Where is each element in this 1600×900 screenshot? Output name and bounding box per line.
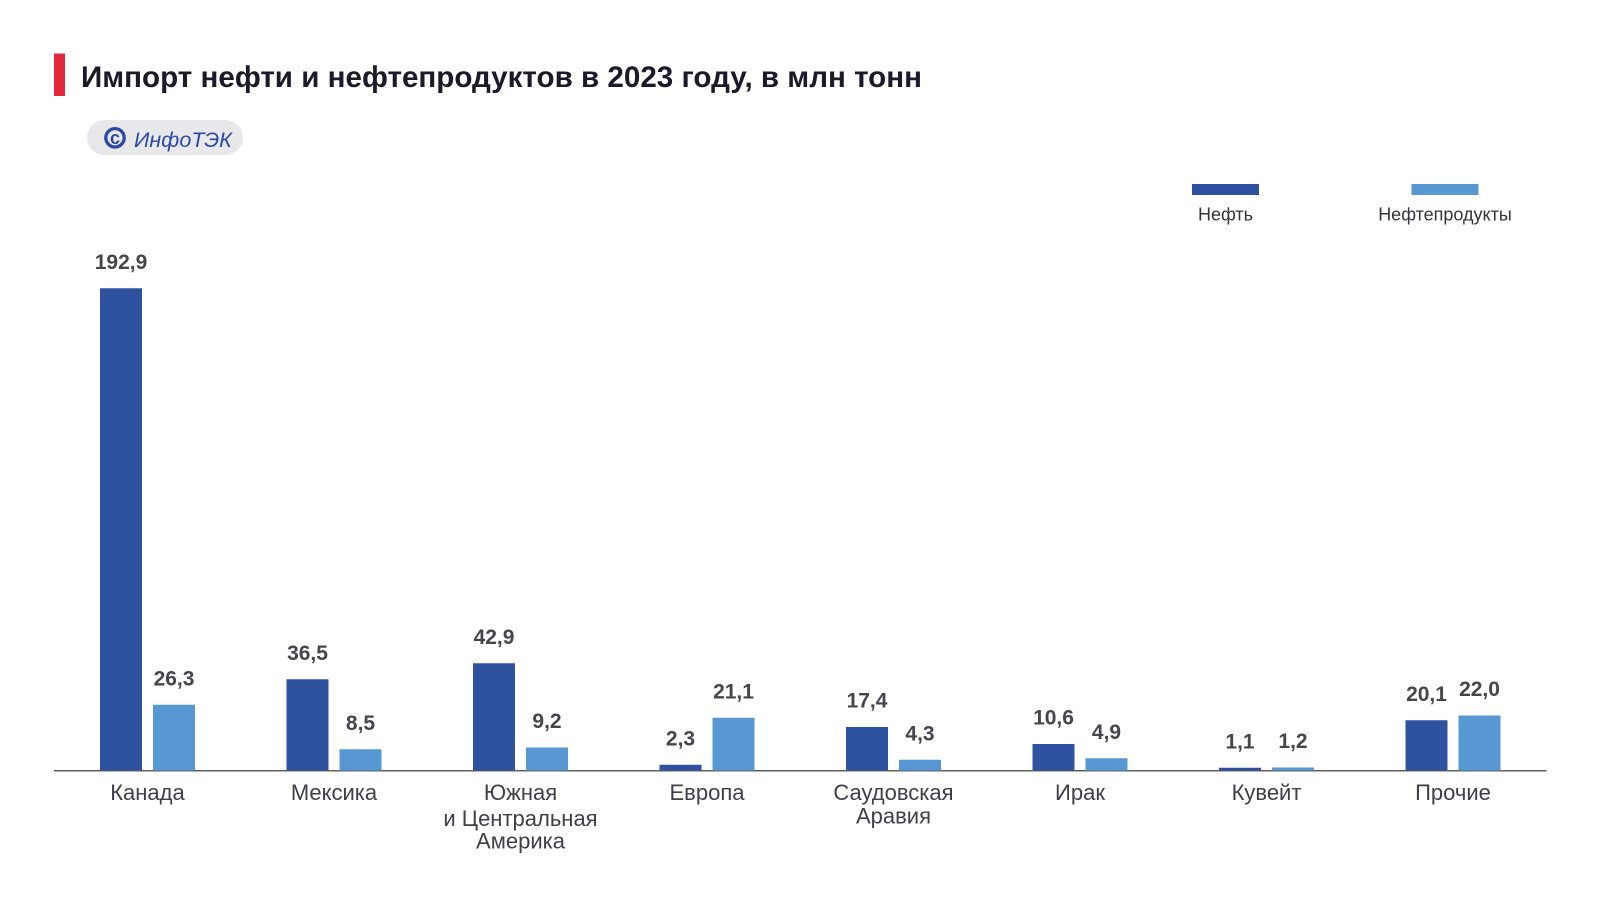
- svg-text:192,9: 192,9: [95, 251, 148, 274]
- svg-text:Америка: Америка: [476, 829, 566, 854]
- svg-text:4,3: 4,3: [905, 722, 934, 745]
- svg-text:10,6: 10,6: [1033, 707, 1074, 730]
- svg-text:9,2: 9,2: [532, 710, 561, 733]
- svg-text:и Центральная: и Центральная: [443, 806, 597, 831]
- svg-text:1,2: 1,2: [1278, 730, 1307, 753]
- svg-text:Южная: Южная: [484, 780, 557, 805]
- svg-text:26,3: 26,3: [154, 667, 195, 690]
- svg-text:Нефтепродукты: Нефтепродукты: [1378, 205, 1512, 225]
- svg-text:Ирак: Ирак: [1055, 780, 1105, 805]
- svg-text:20,1: 20,1: [1406, 683, 1447, 706]
- svg-text:ИнфоТЭК: ИнфоТЭК: [134, 128, 233, 152]
- svg-text:c: c: [110, 128, 120, 148]
- svg-text:Мексика: Мексика: [291, 780, 378, 805]
- svg-text:Европа: Европа: [670, 780, 746, 805]
- svg-text:Прочие: Прочие: [1415, 780, 1491, 805]
- svg-text:Нефть: Нефть: [1198, 205, 1253, 225]
- svg-text:42,9: 42,9: [474, 626, 515, 649]
- svg-text:Саудовская: Саудовская: [833, 780, 953, 805]
- svg-text:2,3: 2,3: [666, 727, 695, 750]
- svg-text:Кувейт: Кувейт: [1232, 780, 1302, 805]
- svg-text:8,5: 8,5: [346, 712, 376, 735]
- svg-text:22,0: 22,0: [1459, 678, 1500, 701]
- svg-text:Канада: Канада: [110, 780, 185, 805]
- svg-text:21,1: 21,1: [713, 680, 754, 703]
- svg-text:36,5: 36,5: [287, 642, 328, 665]
- svg-text:4,9: 4,9: [1092, 721, 1121, 744]
- svg-text:17,4: 17,4: [847, 690, 888, 713]
- svg-text:1,1: 1,1: [1225, 730, 1255, 753]
- svg-text:Импорт нефти и нефтепродуктов: Импорт нефти и нефтепродуктов в 2023 год…: [81, 61, 922, 94]
- svg-text:Аравия: Аравия: [856, 804, 931, 829]
